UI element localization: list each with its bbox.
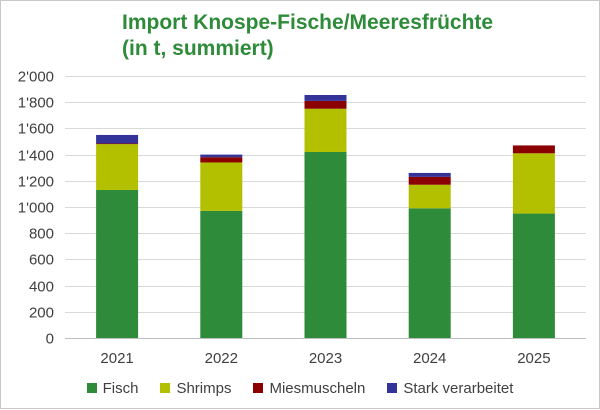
- bar-fisch: [304, 151, 347, 338]
- bar-stark-verarbeitet: [200, 154, 243, 158]
- legend-item: Fisch: [86, 378, 139, 398]
- bar-stark-verarbeitet: [304, 94, 347, 101]
- y-tick-label: 1'000: [18, 200, 54, 217]
- x-tick-label: 2023: [309, 350, 342, 367]
- y-tick-label: 400: [29, 279, 54, 296]
- y-tick-label: 800: [29, 226, 54, 243]
- bar-miesmuscheln: [304, 100, 347, 109]
- y-tick-label: 2'000: [18, 69, 54, 86]
- legend-label: Fisch: [102, 379, 139, 397]
- chart-title: Import Knospe-Fische/Meeresfrüchte: [122, 11, 494, 34]
- bar-miesmuscheln: [408, 176, 451, 185]
- bar-fisch: [96, 189, 139, 338]
- y-tick-label: 600: [29, 252, 54, 269]
- bar-fisch: [408, 208, 451, 338]
- y-tick-label: 200: [29, 305, 54, 322]
- legend-swatch: [387, 383, 398, 393]
- bar-shrimps: [96, 144, 139, 190]
- legend-swatch: [160, 383, 171, 393]
- bar-shrimps: [200, 162, 243, 211]
- y-tick-label: 0: [46, 331, 54, 348]
- legend-item: Miesmuscheln: [253, 378, 365, 398]
- y-tick-label: 1'800: [18, 95, 54, 112]
- legend-swatch: [253, 383, 264, 393]
- legend-swatch: [86, 383, 97, 393]
- bar-miesmuscheln: [512, 145, 555, 154]
- y-tick-label: 1'200: [18, 174, 54, 191]
- y-tick-label: 1'600: [18, 121, 54, 138]
- bar-miesmuscheln: [200, 157, 243, 163]
- legend-label: Stark verarbeitet: [403, 379, 514, 397]
- y-tick-label: 1'400: [18, 148, 54, 165]
- bar-stark-verarbeitet: [96, 134, 139, 144]
- bar-miesmuscheln: [96, 143, 139, 145]
- bar-stark-verarbeitet: [408, 172, 451, 177]
- legend-item: Stark verarbeitet: [387, 378, 513, 398]
- bar-shrimps: [408, 184, 451, 209]
- chart-legend: Fisch Shrimps Miesmuscheln Stark verarbeite…: [1, 378, 599, 398]
- legend-label: Shrimps: [176, 379, 232, 397]
- legend-label: Miesmuscheln: [269, 379, 366, 397]
- chart-title-block: Import Knospe-Fische/Meeresfrüchte (in t…: [122, 10, 493, 62]
- x-tick-label: 2024: [413, 350, 446, 367]
- bar-shrimps: [304, 108, 347, 152]
- x-tick-label: 2025: [517, 350, 550, 367]
- chart-subtitle: (in t, summiert): [122, 37, 274, 60]
- legend-item: Shrimps: [160, 378, 231, 398]
- x-tick-label: 2021: [100, 350, 133, 367]
- bar-fisch: [512, 213, 555, 338]
- bar-shrimps: [512, 153, 555, 214]
- x-tick-label: 2022: [205, 350, 238, 367]
- bar-fisch: [200, 210, 243, 338]
